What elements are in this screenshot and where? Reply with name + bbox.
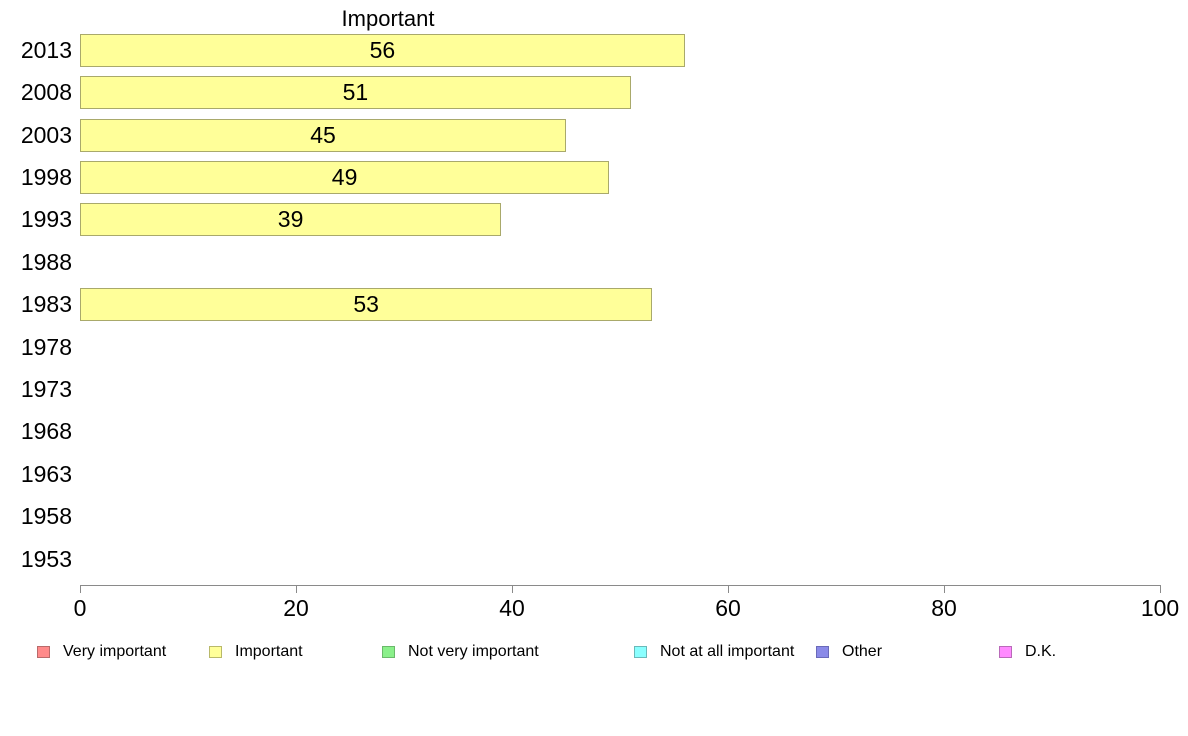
- x-tick-label: 60: [715, 595, 741, 621]
- legend-swatch: [209, 646, 222, 658]
- legend-label: Other: [842, 643, 883, 660]
- bar: 49: [80, 160, 610, 194]
- x-tick: [80, 585, 81, 593]
- category-label: 1978: [20, 333, 72, 360]
- x-tick-label: 80: [931, 595, 957, 621]
- bar-value-label: 51: [342, 79, 369, 106]
- category-label: 2008: [20, 79, 72, 106]
- category-label: 1958: [20, 503, 72, 530]
- bar: 39: [80, 203, 502, 237]
- category-label: 1968: [20, 418, 72, 445]
- bar-value-label: 45: [310, 121, 336, 148]
- chart-title: Important: [341, 6, 435, 31]
- x-tick: [1160, 585, 1161, 593]
- legend-label: Not very important: [408, 643, 539, 660]
- category-label: 1998: [20, 163, 72, 190]
- bar-value-label: 39: [277, 206, 304, 233]
- bar-value-label: 56: [369, 36, 396, 63]
- category-label: 1973: [20, 375, 72, 402]
- legend-item: Not at all important: [634, 643, 794, 661]
- legend-swatch: [816, 646, 829, 658]
- category-label: 2003: [20, 121, 72, 148]
- bar: 45: [80, 118, 566, 152]
- x-tick: [296, 585, 297, 593]
- category-label: 1993: [20, 206, 72, 233]
- legend-item: D.K.: [999, 643, 1056, 661]
- bar: 51: [80, 76, 631, 110]
- legend-item: Very important: [37, 643, 166, 661]
- category-label: 1963: [20, 460, 72, 487]
- category-label: 1988: [20, 248, 72, 275]
- legend-item: Not very important: [382, 643, 539, 661]
- legend-label: D.K.: [1025, 643, 1057, 660]
- bar-value-label: 49: [331, 163, 358, 190]
- x-tick: [512, 585, 513, 593]
- x-tick: [728, 585, 729, 593]
- x-tick-label: 40: [499, 595, 525, 621]
- x-tick-label: 0: [73, 595, 87, 621]
- legend-swatch: [382, 646, 395, 658]
- bar: 56: [80, 33, 685, 67]
- category-label: 1953: [20, 545, 72, 572]
- legend-swatch: [634, 646, 647, 658]
- bar-value-label: 53: [353, 291, 379, 318]
- legend-item: Other: [816, 643, 882, 661]
- legend-item: Important: [209, 643, 303, 661]
- bar: 53: [80, 288, 653, 322]
- legend-label: Not at all important: [660, 643, 795, 660]
- category-label: 2013: [20, 36, 72, 63]
- legend-label: Important: [235, 643, 303, 660]
- x-tick-label: 100: [1140, 595, 1180, 621]
- x-tick-label: 20: [283, 595, 309, 621]
- x-axis-line: [80, 585, 1161, 586]
- legend-swatch: [37, 646, 50, 658]
- legend-label: Very important: [63, 643, 167, 660]
- x-tick: [944, 585, 945, 593]
- legend-swatch: [999, 646, 1012, 658]
- category-label: 1983: [20, 291, 72, 318]
